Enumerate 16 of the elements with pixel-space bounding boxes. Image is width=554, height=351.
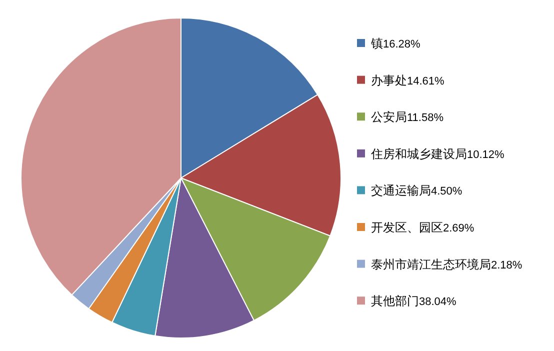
data-label: 38.04% [419,296,457,308]
legend-label: 公安局 [371,110,407,124]
data-label: 2.69% [443,222,474,234]
legend-label: 交通运输局 [371,184,431,198]
data-label: 11.58% [407,112,444,124]
data-label: 4.50% [431,186,462,198]
legend-label: 泰州市靖江生态环境局 [371,257,491,272]
legend-label: 其他部门 [371,294,419,308]
legend-label: 镇 [370,36,383,50]
data-label: 14.61% [407,75,445,88]
legend-label: 住房和城乡建设局 [370,146,467,161]
data-label: 16.28% [383,38,421,50]
legend-label: 办事处 [371,73,407,88]
legend-label: 开发区、园区 [371,220,443,234]
data-label: 10.12% [467,148,505,161]
data-label: 2.18% [491,259,522,272]
